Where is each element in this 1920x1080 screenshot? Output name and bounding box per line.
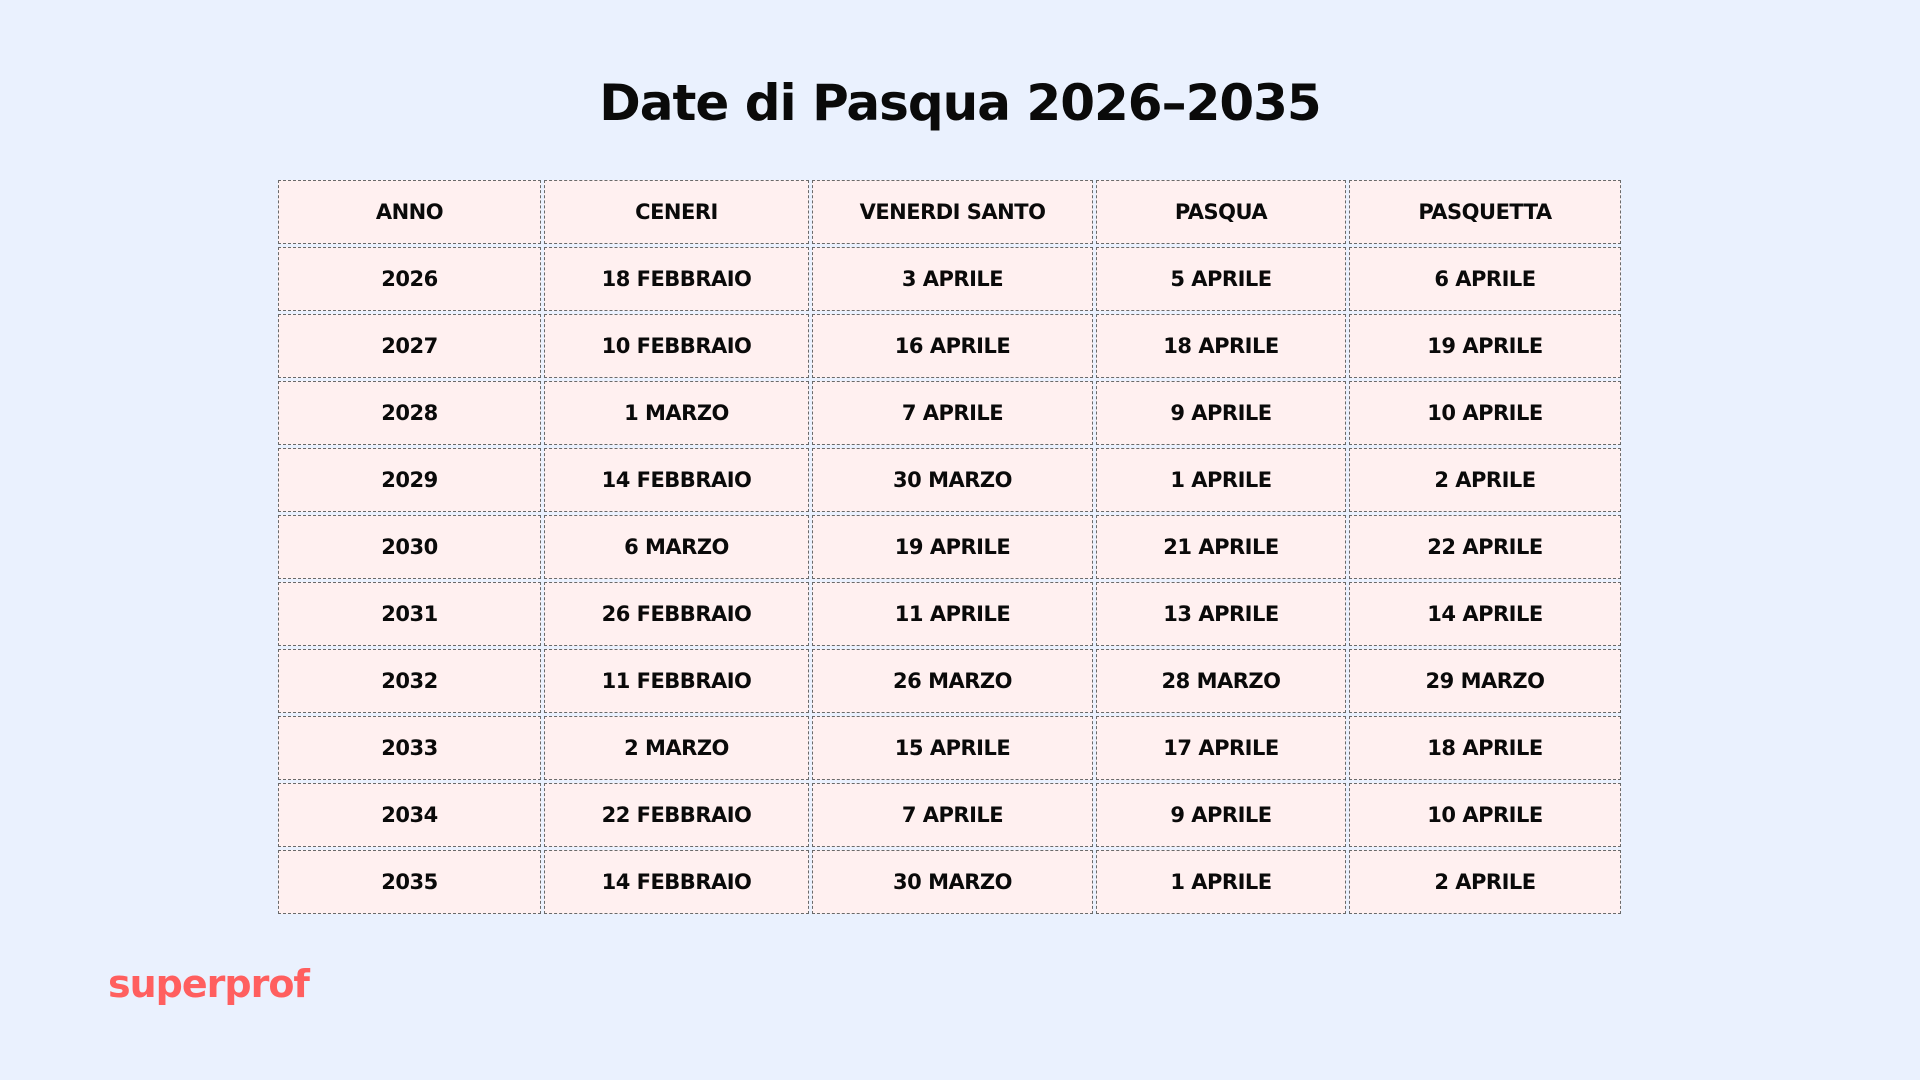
superprof-logo: superprof [108,962,310,1006]
table-cell: 10 FEBBRAIO [544,314,809,378]
table-cell: 1 APRILE [1096,448,1346,512]
table-cell: 2035 [278,850,541,914]
table-cell: 2026 [278,247,541,311]
table-cell: 2 APRILE [1349,850,1621,914]
column-header: CENERI [544,180,809,244]
table-cell: 16 APRILE [812,314,1093,378]
table-cell: 1 APRILE [1096,850,1346,914]
table-cell: 11 APRILE [812,582,1093,646]
table-row: 2034 22 FEBBRAIO 7 APRILE 9 APRILE 10 APRILE [278,783,1621,847]
table-cell: 19 APRILE [1349,314,1621,378]
table-cell: 2 APRILE [1349,448,1621,512]
table-row: 2031 26 FEBBRAIO 11 APRILE 13 APRILE 14 APRI… [278,582,1621,646]
table-cell: 22 APRILE [1349,515,1621,579]
table-cell: 10 APRILE [1349,381,1621,445]
table-cell: 21 APRILE [1096,515,1346,579]
easter-dates-table: ANNO CENERI VENERDI SANTO PASQUA PASQUETTA 2… [275,177,1624,917]
table-cell: 2029 [278,448,541,512]
table-row: 2027 10 FEBBRAIO 16 APRILE 18 APRILE 19 APRI… [278,314,1621,378]
table-cell: 7 APRILE [812,783,1093,847]
table-cell: 14 APRILE [1349,582,1621,646]
table-cell: 14 FEBBRAIO [544,850,809,914]
table-cell: 10 APRILE [1349,783,1621,847]
table-cell: 5 APRILE [1096,247,1346,311]
table-cell: 30 MARZO [812,448,1093,512]
table-cell: 2033 [278,716,541,780]
table-cell: 2030 [278,515,541,579]
table-cell: 18 APRILE [1349,716,1621,780]
table-row: 2033 2 MARZO 15 APRILE 17 APRILE 18 APRILE [278,716,1621,780]
table-row: 2032 11 FEBBRAIO 26 MARZO 28 MARZO 29 MARZO [278,649,1621,713]
table-cell: 14 FEBBRAIO [544,448,809,512]
table-row: 2026 18 FEBBRAIO 3 APRILE 5 APRILE 6 APRILE [278,247,1621,311]
table-row: 2029 14 FEBBRAIO 30 MARZO 1 APRILE 2 APRILE [278,448,1621,512]
table-row: 2035 14 FEBBRAIO 30 MARZO 1 APRILE 2 APRILE [278,850,1621,914]
table-row: 2028 1 MARZO 7 APRILE 9 APRILE 10 APRILE [278,381,1621,445]
table-cell: 9 APRILE [1096,783,1346,847]
page-title: Date di Pasqua 2026–2035 [599,74,1321,132]
table-cell: 28 MARZO [1096,649,1346,713]
table-cell: 2034 [278,783,541,847]
column-header: PASQUETTA [1349,180,1621,244]
table-cell: 19 APRILE [812,515,1093,579]
table-row: 2030 6 MARZO 19 APRILE 21 APRILE 22 APRILE [278,515,1621,579]
table-cell: 18 APRILE [1096,314,1346,378]
table-cell: 2031 [278,582,541,646]
table-header-row: ANNO CENERI VENERDI SANTO PASQUA PASQUETTA [278,180,1621,244]
table-cell: 30 MARZO [812,850,1093,914]
table-cell: 15 APRILE [812,716,1093,780]
table-cell: 18 FEBBRAIO [544,247,809,311]
table-cell: 29 MARZO [1349,649,1621,713]
table-cell: 26 FEBBRAIO [544,582,809,646]
column-header: PASQUA [1096,180,1346,244]
table-cell: 2027 [278,314,541,378]
column-header: ANNO [278,180,541,244]
table-cell: 1 MARZO [544,381,809,445]
table-cell: 6 APRILE [1349,247,1621,311]
table-cell: 2 MARZO [544,716,809,780]
table-cell: 2028 [278,381,541,445]
column-header: VENERDI SANTO [812,180,1093,244]
table-cell: 2032 [278,649,541,713]
table-cell: 7 APRILE [812,381,1093,445]
table-cell: 9 APRILE [1096,381,1346,445]
table-cell: 13 APRILE [1096,582,1346,646]
table-cell: 6 MARZO [544,515,809,579]
table-cell: 3 APRILE [812,247,1093,311]
table-cell: 26 MARZO [812,649,1093,713]
table-cell: 17 APRILE [1096,716,1346,780]
table-cell: 22 FEBBRAIO [544,783,809,847]
table-cell: 11 FEBBRAIO [544,649,809,713]
